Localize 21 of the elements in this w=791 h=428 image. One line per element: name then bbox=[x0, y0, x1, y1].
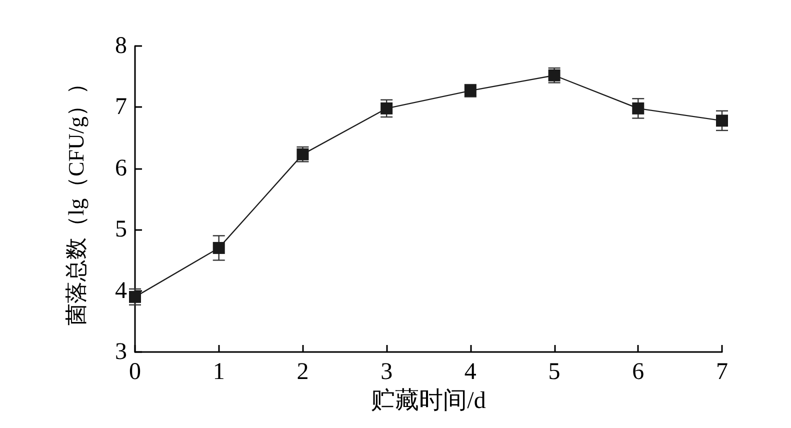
x-tick-label: 6 bbox=[632, 359, 644, 385]
x-tick-label: 1 bbox=[212, 359, 225, 385]
point bbox=[716, 114, 728, 127]
y-tick-label: 5 bbox=[115, 216, 127, 243]
y-axis-title: 菌落总数（lg（CFU/g）） bbox=[64, 72, 88, 326]
y-tick-label: 8 bbox=[115, 33, 127, 59]
y-tick-label: 3 bbox=[115, 339, 127, 365]
point bbox=[129, 290, 141, 303]
y-tick-label: 4 bbox=[115, 278, 127, 304]
y-tick-label: 7 bbox=[115, 94, 127, 120]
x-tick-label: 2 bbox=[296, 359, 309, 385]
point bbox=[212, 242, 225, 254]
point bbox=[380, 102, 393, 114]
point bbox=[632, 102, 644, 114]
x-tick-label: 3 bbox=[380, 359, 393, 385]
x-tick-label: 4 bbox=[464, 359, 476, 385]
x-tick-label: 7 bbox=[716, 359, 728, 385]
x-tick-label: 0 bbox=[129, 359, 141, 385]
x-axis-title: 贮藏时间/d bbox=[371, 388, 486, 414]
x-tick-label: 5 bbox=[548, 359, 560, 385]
y-tick-label: 6 bbox=[115, 155, 127, 182]
